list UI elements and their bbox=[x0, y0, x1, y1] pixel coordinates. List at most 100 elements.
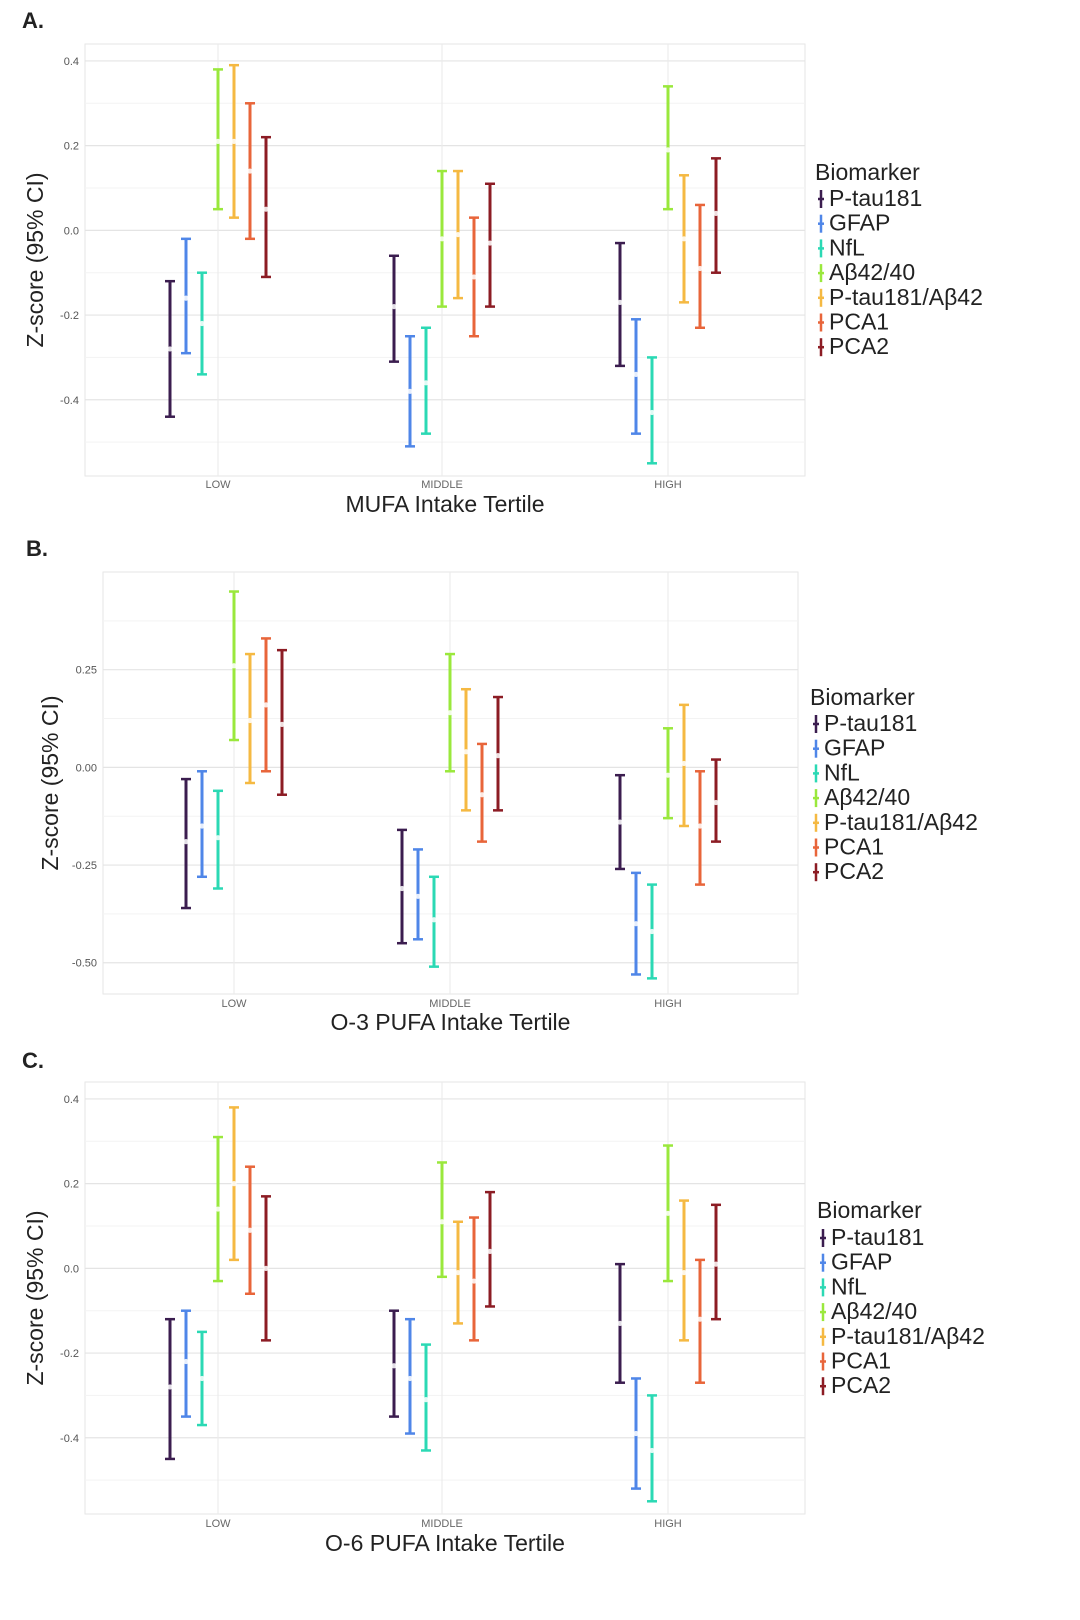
point-estimate bbox=[649, 1447, 655, 1454]
legend-title: Biomarker bbox=[810, 684, 915, 710]
point-estimate bbox=[423, 1397, 429, 1403]
y-tick-label: 0.4 bbox=[64, 56, 79, 68]
point-estimate bbox=[167, 346, 173, 352]
x-tick-label: LOW bbox=[205, 479, 231, 491]
point-estimate bbox=[247, 1227, 253, 1233]
point-estimate bbox=[463, 749, 469, 755]
x-axis-title: MUFA Intake Tertile bbox=[346, 491, 545, 517]
point-estimate bbox=[199, 320, 205, 327]
point-estimate bbox=[713, 1261, 719, 1267]
y-tick-label: 0.2 bbox=[64, 141, 79, 153]
legend-label: Aβ42/40 bbox=[831, 1298, 917, 1324]
legend-label: NfL bbox=[824, 759, 860, 785]
y-tick-label: -0.50 bbox=[72, 958, 97, 970]
point-estimate bbox=[455, 231, 461, 238]
y-tick-label: 0.25 bbox=[76, 665, 97, 677]
legend-label: PCA1 bbox=[824, 834, 884, 860]
y-tick-label: -0.25 bbox=[72, 860, 97, 872]
point-estimate bbox=[247, 168, 253, 174]
point-estimate bbox=[199, 1375, 205, 1382]
point-estimate bbox=[231, 1181, 237, 1187]
legend-label: P-tau181/Aβ42 bbox=[831, 1323, 985, 1349]
point-estimate bbox=[633, 921, 639, 927]
y-axis-title: Z-score (95% CI) bbox=[22, 172, 48, 347]
point-estimate bbox=[391, 1363, 397, 1369]
point-estimate bbox=[415, 893, 421, 899]
y-tick-label: 0.0 bbox=[64, 225, 79, 237]
point-estimate bbox=[263, 206, 269, 212]
y-tick-label: 0.2 bbox=[64, 1179, 79, 1191]
x-tick-label: HIGH bbox=[654, 479, 682, 491]
point-estimate bbox=[183, 295, 189, 301]
point-estimate bbox=[665, 147, 671, 153]
point-estimate bbox=[455, 1269, 461, 1276]
point-estimate bbox=[231, 663, 237, 669]
legend-title: Biomarker bbox=[817, 1197, 922, 1223]
x-tick-label: MIDDLE bbox=[421, 1518, 463, 1530]
legend-label: Aβ42/40 bbox=[829, 259, 915, 285]
x-tick-label: LOW bbox=[221, 998, 247, 1010]
legend-label: PCA2 bbox=[824, 858, 884, 884]
panel-label: C. bbox=[22, 1048, 44, 1073]
x-tick-label: MIDDLE bbox=[429, 998, 471, 1010]
x-axis-title: O-6 PUFA Intake Tertile bbox=[325, 1530, 565, 1556]
point-estimate bbox=[665, 772, 671, 778]
point-estimate bbox=[215, 835, 221, 841]
y-tick-label: -0.4 bbox=[60, 395, 79, 407]
point-estimate bbox=[231, 138, 237, 145]
point-estimate bbox=[681, 760, 687, 767]
point-estimate bbox=[247, 717, 253, 724]
point-estimate bbox=[439, 1219, 445, 1225]
point-estimate bbox=[391, 303, 397, 310]
x-tick-label: MIDDLE bbox=[421, 479, 463, 491]
legend-label: GFAP bbox=[829, 210, 890, 236]
legend-label: PCA2 bbox=[829, 333, 889, 359]
y-axis-title: Z-score (95% CI) bbox=[37, 695, 63, 870]
point-estimate bbox=[183, 839, 189, 845]
point-estimate bbox=[633, 371, 639, 377]
point-estimate bbox=[487, 1248, 493, 1255]
point-estimate bbox=[649, 409, 655, 416]
point-estimate bbox=[649, 928, 655, 935]
point-estimate bbox=[215, 138, 221, 145]
x-tick-label: HIGH bbox=[654, 998, 682, 1010]
point-estimate bbox=[487, 240, 493, 246]
legend-label: P-tau181/Aβ42 bbox=[829, 284, 983, 310]
legend-label: Aβ42/40 bbox=[824, 784, 910, 810]
legend-label: P-tau181 bbox=[831, 1224, 924, 1250]
point-estimate bbox=[199, 823, 205, 829]
point-estimate bbox=[423, 380, 429, 386]
plot-area bbox=[84, 1081, 806, 1515]
point-estimate bbox=[617, 299, 623, 305]
legend-title: Biomarker bbox=[815, 159, 920, 185]
point-estimate bbox=[665, 1210, 671, 1216]
point-estimate bbox=[471, 274, 477, 280]
legend-label: P-tau181/Aβ42 bbox=[824, 809, 978, 835]
legend-label: NfL bbox=[831, 1273, 867, 1299]
x-tick-label: LOW bbox=[205, 1518, 231, 1530]
y-axis-title: Z-score (95% CI) bbox=[22, 1210, 48, 1385]
point-estimate bbox=[479, 792, 485, 798]
panel-label: B. bbox=[26, 536, 48, 561]
y-tick-label: -0.4 bbox=[60, 1433, 79, 1445]
x-tick-label: HIGH bbox=[654, 1518, 682, 1530]
legend-label: PCA1 bbox=[831, 1348, 891, 1374]
y-tick-label: 0.4 bbox=[64, 1094, 79, 1106]
point-estimate bbox=[617, 819, 623, 825]
point-estimate bbox=[495, 753, 501, 759]
legend-label: NfL bbox=[829, 234, 865, 260]
y-tick-label: -0.2 bbox=[60, 310, 79, 322]
panel-label: A. bbox=[22, 8, 44, 33]
point-estimate bbox=[697, 1316, 703, 1322]
point-estimate bbox=[167, 1384, 173, 1390]
y-tick-label: -0.2 bbox=[60, 1348, 79, 1360]
point-estimate bbox=[697, 265, 703, 272]
point-estimate bbox=[713, 799, 719, 806]
point-estimate bbox=[407, 388, 413, 394]
legend-label: PCA1 bbox=[829, 309, 889, 335]
point-estimate bbox=[407, 1375, 413, 1382]
point-estimate bbox=[447, 710, 453, 716]
plot-area bbox=[84, 43, 806, 477]
legend-label: GFAP bbox=[824, 735, 885, 761]
legend-label: PCA2 bbox=[831, 1372, 891, 1398]
